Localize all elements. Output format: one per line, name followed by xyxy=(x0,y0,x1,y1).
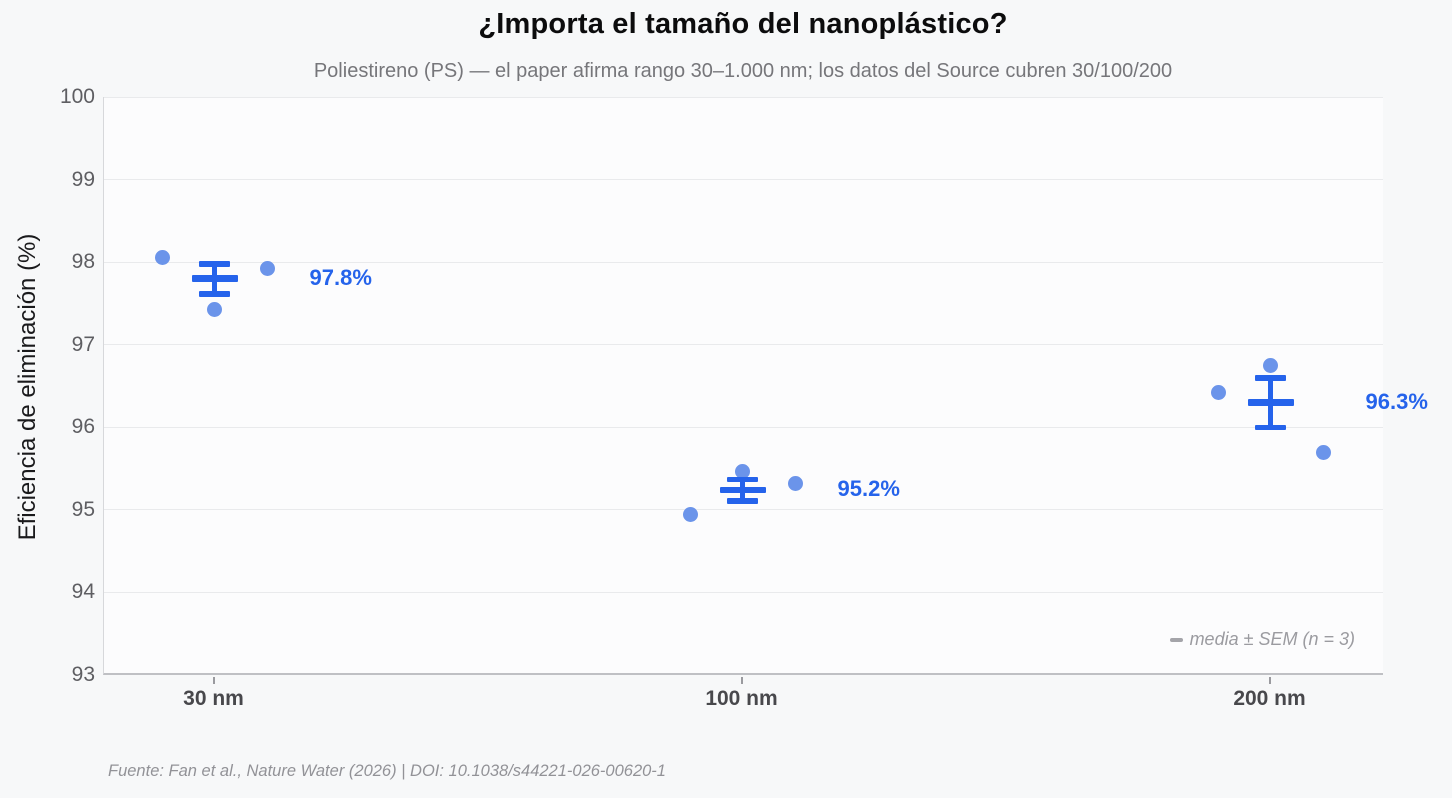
data-point xyxy=(683,507,698,523)
legend-label: media ± SEM (n = 3) xyxy=(1189,629,1355,649)
x-tick-label-0: 30 nm xyxy=(183,687,244,710)
gridline-y98 xyxy=(104,261,1383,263)
error-bar-cap-bottom xyxy=(199,291,230,297)
y-tick-label-93: 93 xyxy=(71,663,95,686)
y-tick-label-94: 94 xyxy=(71,580,95,604)
error-bar-cap-top xyxy=(1255,375,1286,381)
data-point xyxy=(207,301,222,317)
error-bar-cap-bottom xyxy=(727,498,758,504)
plot-area: 97.8% 95.2% 96.3% xyxy=(103,96,1428,675)
x-tick-label-1: 100 nm xyxy=(705,687,778,710)
error-bar-mean-line xyxy=(1247,399,1294,406)
gridline-y95 xyxy=(104,509,1383,511)
error-bar-cap-top xyxy=(727,476,758,483)
error-bar-mean-line xyxy=(191,275,238,282)
gridline-y96 xyxy=(104,426,1383,428)
x-tick-mark-1 xyxy=(740,677,743,684)
chart-subtitle: Poliestireno (PS) — el paper afirma rang… xyxy=(313,60,1173,82)
y-tick-label-98: 98 xyxy=(71,250,95,274)
error-bar-cap-bottom xyxy=(1255,424,1286,431)
y-tick-label-99: 99 xyxy=(71,167,95,191)
y-tick-label-96: 96 xyxy=(71,415,95,439)
gridline-y97 xyxy=(104,344,1383,346)
y-tick-label-100: 100 xyxy=(59,85,95,108)
y-tick-label-95: 95 xyxy=(71,497,95,521)
source-footnote: Fuente: Fan et al., Nature Water (2026) … xyxy=(108,762,666,780)
mean-value-label: 95.2% xyxy=(837,476,900,502)
x-tick-mark-0 xyxy=(212,677,215,684)
error-bar-cap-top xyxy=(199,261,230,267)
data-point xyxy=(260,261,275,277)
legend-dash-icon xyxy=(1169,637,1183,642)
data-point xyxy=(1211,385,1226,401)
x-tick-mark-2 xyxy=(1268,677,1271,684)
error-bar-mean-line xyxy=(719,486,766,494)
gridline-y94 xyxy=(104,591,1383,593)
gridline-y100 xyxy=(104,96,1383,98)
chart-title: ¿Importa el tamaño del nanoplástico? xyxy=(478,8,1008,40)
data-point xyxy=(735,463,750,479)
data-point xyxy=(1316,444,1331,460)
mean-value-label: 97.8% xyxy=(309,264,372,290)
mean-value-label: 96.3% xyxy=(1365,388,1428,414)
gridline-y99 xyxy=(104,179,1383,181)
x-tick-label-2: 200 nm xyxy=(1233,687,1306,710)
data-point xyxy=(788,475,803,491)
data-point xyxy=(155,249,170,265)
legend: media ± SEM (n = 3) xyxy=(1169,629,1355,650)
y-tick-label-97: 97 xyxy=(71,332,95,356)
data-point xyxy=(1263,357,1278,373)
